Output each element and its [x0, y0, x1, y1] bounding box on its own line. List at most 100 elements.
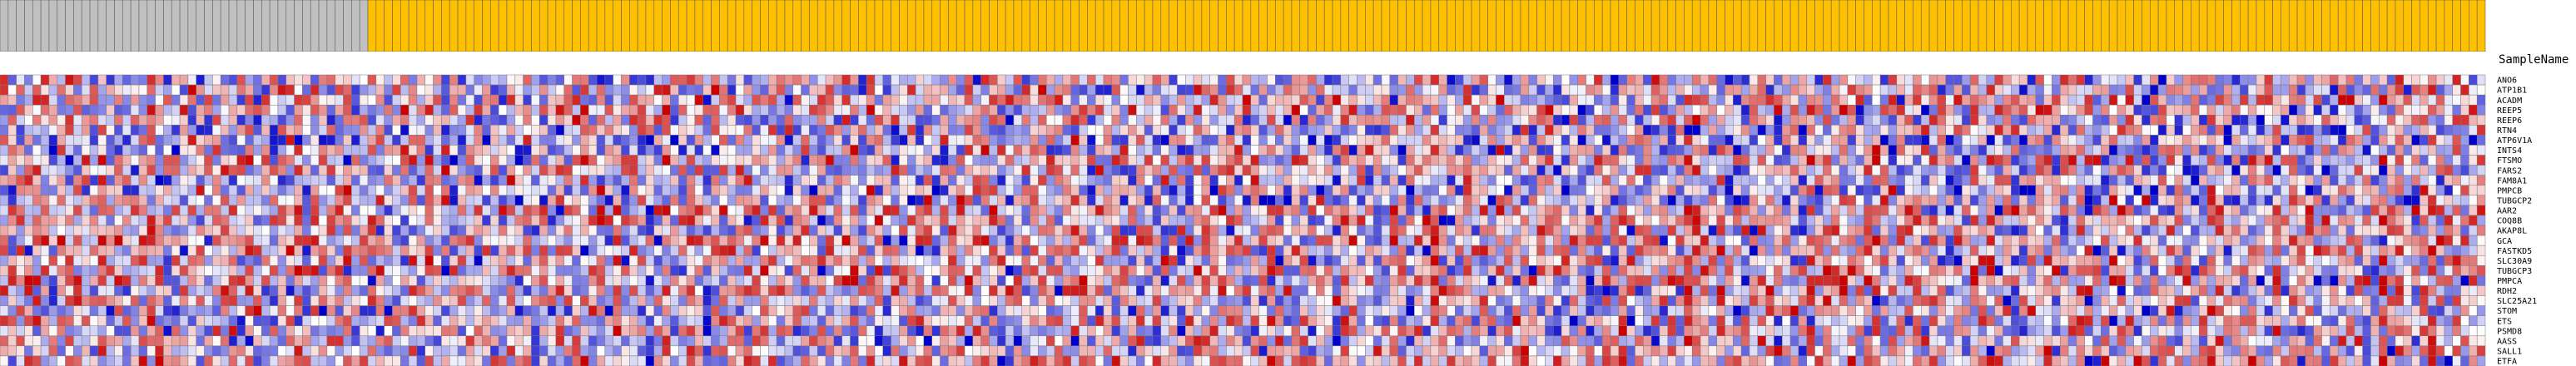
heatmap-cell	[1594, 85, 1602, 95]
heatmap-cell	[376, 135, 385, 145]
heatmap-cell	[1120, 75, 1129, 85]
heatmap-cell	[2330, 105, 2338, 115]
heatmap-cell	[1333, 176, 1341, 185]
heatmap-cell	[531, 145, 539, 155]
heatmap-cell	[1046, 135, 1055, 145]
heatmap-cell	[2379, 156, 2387, 166]
heatmap-cell	[932, 215, 941, 225]
heatmap-cell	[2444, 75, 2453, 85]
heatmap-cell	[916, 135, 924, 145]
heatmap-cell	[229, 125, 237, 135]
heatmap-cell	[310, 225, 319, 235]
heatmap-cell	[956, 145, 965, 155]
heatmap-cell	[646, 176, 654, 185]
heatmap-cell	[613, 225, 622, 235]
heatmap-cell	[385, 156, 393, 166]
heatmap-cell	[2428, 215, 2436, 225]
heatmap-cell	[1987, 176, 1995, 185]
heatmap-cell	[368, 125, 376, 135]
heatmap-cell	[2150, 95, 2158, 105]
heatmap-cell	[932, 185, 941, 195]
heatmap-cell	[1422, 75, 1431, 85]
heatmap-cell	[1782, 215, 1790, 225]
heatmap-cell	[1611, 205, 1619, 215]
heatmap-cell	[1030, 205, 1039, 215]
heatmap-cell	[1561, 185, 1570, 195]
column-header-cell	[736, 0, 744, 52]
heatmap-cell	[2019, 125, 2028, 135]
heatmap-cell	[556, 95, 564, 105]
heatmap-cell	[82, 105, 90, 115]
heatmap-cell	[41, 145, 49, 155]
heatmap-cell	[1717, 105, 1725, 115]
heatmap-cell	[1406, 166, 1414, 176]
heatmap-cell	[2134, 125, 2142, 135]
heatmap-cell	[719, 125, 727, 135]
heatmap-cell	[188, 176, 196, 185]
heatmap-cell	[1496, 185, 1504, 195]
heatmap-cell	[629, 95, 638, 105]
heatmap-cell	[376, 85, 385, 95]
heatmap-cell	[221, 166, 229, 176]
column-header-cell	[1619, 0, 1627, 52]
heatmap-cell	[171, 176, 180, 185]
heatmap-cell	[1324, 75, 1333, 85]
heatmap-cell	[1292, 105, 1300, 115]
heatmap-cell	[449, 105, 458, 115]
heatmap-cell	[2019, 85, 2028, 95]
heatmap-cell	[205, 205, 213, 215]
heatmap-cell	[802, 205, 810, 215]
heatmap-cell	[1431, 145, 1439, 155]
heatmap-cell	[613, 185, 622, 195]
heatmap-cell	[2444, 95, 2453, 105]
heatmap-cell	[891, 225, 900, 235]
heatmap-cell	[212, 215, 221, 225]
heatmap-cell	[2216, 85, 2224, 95]
heatmap-cell	[253, 115, 261, 125]
heatmap-cell	[1046, 195, 1055, 205]
heatmap-cell	[115, 215, 123, 225]
column-header-cell	[1668, 0, 1676, 52]
heatmap-cell	[1987, 215, 1995, 225]
heatmap-cell	[1022, 85, 1030, 95]
heatmap-cell	[1463, 85, 1472, 95]
heatmap-cell	[221, 145, 229, 155]
heatmap-cell	[2167, 75, 2175, 85]
heatmap-cell	[2281, 185, 2289, 195]
heatmap-cell	[1700, 185, 1709, 195]
heatmap-cell	[507, 105, 515, 115]
heatmap-cell	[1463, 125, 1472, 135]
heatmap-cell	[1978, 166, 1987, 176]
heatmap-cell	[1496, 75, 1504, 85]
heatmap-cell	[2003, 85, 2011, 95]
column-header-cell	[1406, 0, 1414, 52]
heatmap-cell	[1283, 156, 1292, 166]
heatmap-cell	[719, 205, 727, 215]
heatmap-cell	[351, 215, 360, 225]
heatmap-cell	[1799, 135, 1807, 145]
heatmap-cell	[229, 166, 237, 176]
heatmap-cell	[2436, 105, 2444, 115]
heatmap-cell	[1316, 176, 1324, 185]
column-header-cell	[474, 0, 483, 52]
heatmap-cell	[2420, 135, 2428, 145]
heatmap-cell	[1055, 135, 1063, 145]
column-header-cell	[891, 0, 900, 52]
heatmap-cell	[2370, 85, 2379, 95]
heatmap-cell	[335, 215, 344, 225]
heatmap-cell	[2126, 145, 2134, 155]
heatmap-cell	[82, 125, 90, 135]
heatmap-cell	[1717, 125, 1725, 135]
heatmap-cell	[1472, 75, 1480, 85]
heatmap-cell	[981, 85, 990, 95]
heatmap-cell	[1970, 95, 1978, 105]
heatmap-cell	[1030, 195, 1039, 205]
heatmap-cell	[1324, 95, 1333, 105]
heatmap-cell	[1300, 95, 1308, 105]
heatmap-cell	[1324, 215, 1333, 225]
heatmap-cell	[2395, 105, 2404, 115]
heatmap-cell	[66, 215, 74, 225]
column-header-cell	[286, 0, 295, 52]
heatmap-cell	[2191, 125, 2199, 135]
heatmap-cell	[1455, 185, 1463, 195]
